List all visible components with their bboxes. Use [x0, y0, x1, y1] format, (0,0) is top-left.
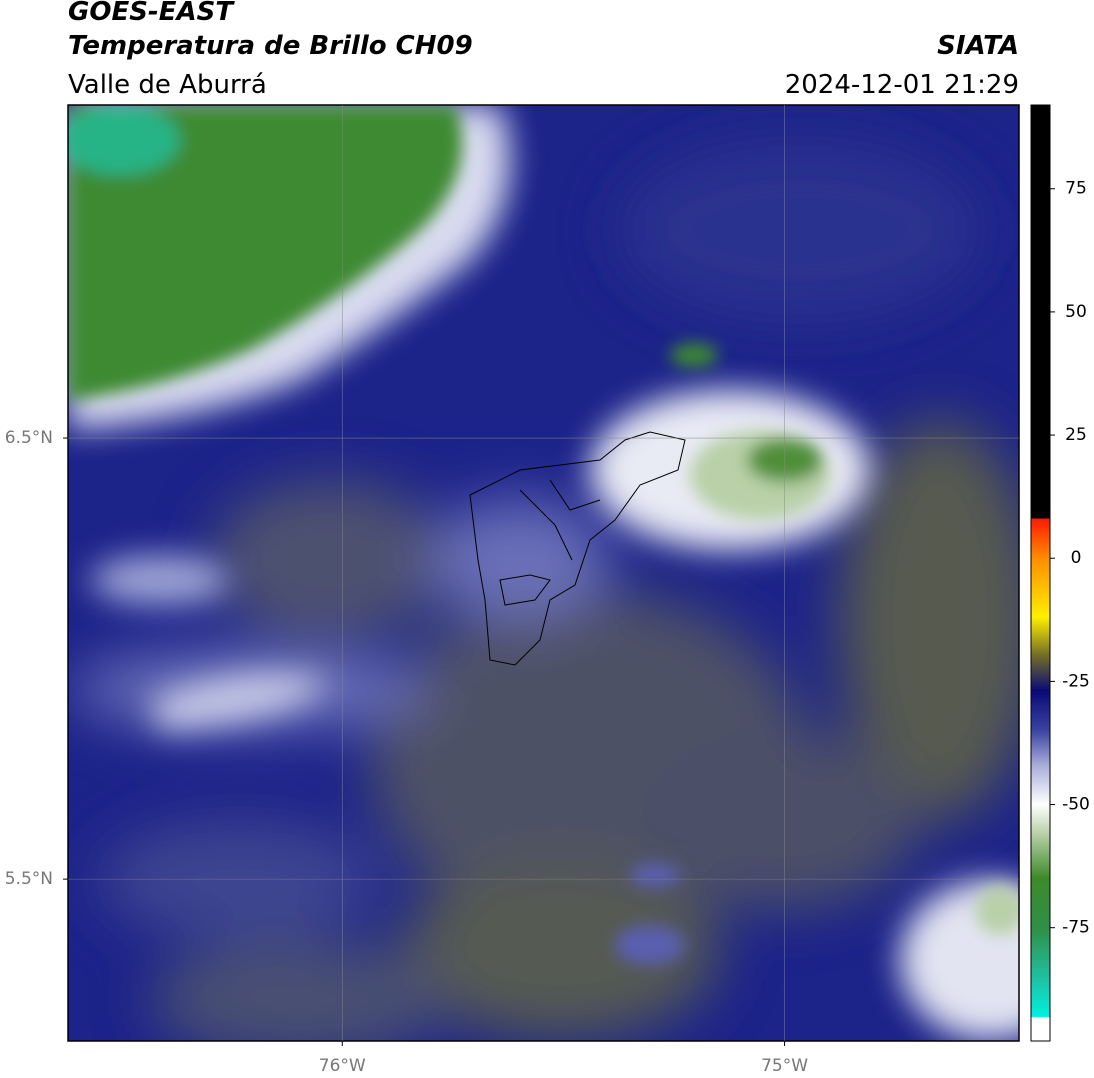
- colorbar-tick-label: -25: [1062, 671, 1090, 691]
- colorbar-tick-label: 75: [1065, 179, 1087, 199]
- colorbar-tick-label: 50: [1065, 302, 1087, 322]
- timestamp: 2024-12-01 21:29: [785, 70, 1019, 100]
- satellite-image: [68, 105, 1019, 1041]
- colorbar-tick-label: -75: [1062, 918, 1090, 938]
- title: GOES-EAST: [68, 0, 235, 27]
- y-tick-label: 6.5°N: [5, 428, 53, 448]
- x-tick-label: 75°W: [761, 1056, 808, 1076]
- y-tick-label: 5.5°N: [5, 869, 53, 889]
- x-tick-label: 76°W: [319, 1056, 366, 1076]
- colorbar-tick-label: 0: [1071, 548, 1082, 568]
- municipal-boundaries: [469, 431, 686, 666]
- subtitle: Temperatura de Brillo CH09: [68, 31, 473, 61]
- colorbar-tick-label: 25: [1065, 425, 1087, 445]
- source: SIATA: [937, 31, 1019, 61]
- region: Valle de Aburrá: [68, 70, 267, 100]
- plot-frame: [67, 104, 1020, 1042]
- colorbar: [1030, 104, 1051, 1042]
- colorbar-tick-label: -50: [1062, 795, 1090, 815]
